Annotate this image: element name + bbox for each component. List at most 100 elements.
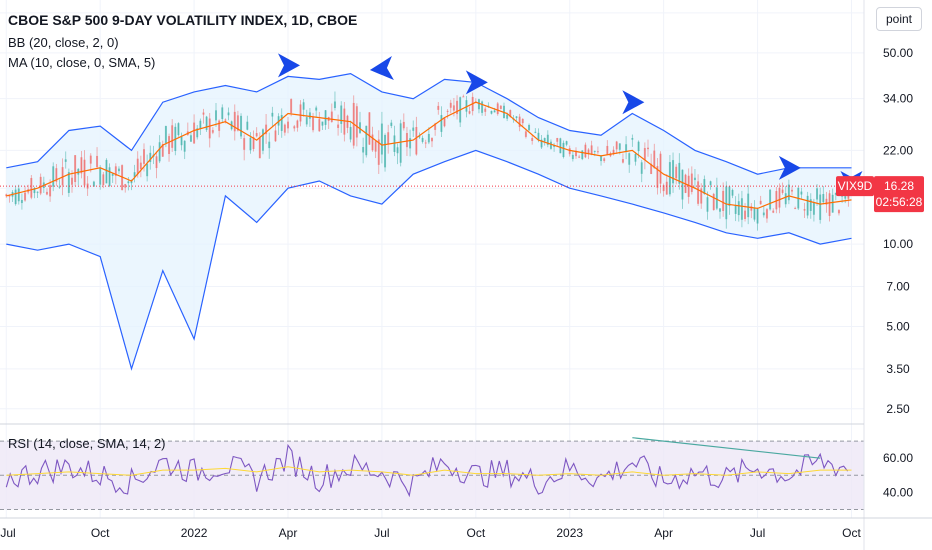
candle-body (668, 162, 671, 195)
candle-body (634, 153, 637, 162)
candle-body (96, 155, 99, 168)
candle-body (593, 150, 596, 152)
candle-body (481, 101, 484, 113)
candle-body (330, 111, 333, 122)
candle-body (302, 102, 305, 110)
candle-body (384, 135, 387, 168)
candle-body (240, 115, 243, 137)
candle-body (456, 100, 459, 115)
candle-body (625, 144, 628, 152)
candle-body (565, 141, 568, 145)
time-tick-label: Jul (0, 526, 15, 540)
candle-body (615, 141, 618, 150)
bb-indicator-label: BB (20, close, 2, 0) (8, 35, 119, 50)
candle-body (740, 198, 743, 220)
candle-body (396, 147, 399, 154)
candle-body (299, 104, 302, 122)
candle-body (36, 191, 39, 193)
candle-body (99, 168, 102, 185)
candle-body (143, 149, 145, 164)
candle-body (340, 105, 343, 124)
candle-body (678, 162, 681, 184)
candle-body (765, 209, 768, 219)
candle-body (399, 123, 402, 163)
candle-body (321, 121, 324, 126)
rsi-axis-ticks: 60.00 40.00 (883, 451, 913, 499)
candle-body (484, 108, 487, 112)
candle-body (452, 105, 455, 111)
candle-body (549, 141, 552, 149)
candle-body (540, 139, 543, 148)
candle-body (343, 108, 346, 135)
candle-body (371, 134, 374, 151)
candle-body (409, 138, 412, 149)
candle-body (124, 184, 127, 188)
candle-body (440, 115, 443, 132)
candle-body (224, 119, 227, 121)
candle-body (621, 159, 624, 163)
time-tick-label: Apr (654, 526, 673, 540)
price-tick-label: 22.00 (883, 143, 913, 157)
candle-body (246, 121, 249, 130)
candle-body (287, 121, 289, 129)
candle-body (759, 200, 762, 205)
candle-body (274, 130, 277, 142)
candle-body (362, 147, 365, 153)
candle-body (424, 142, 427, 144)
candle-body (446, 110, 449, 112)
candle-body (193, 122, 196, 144)
candle-body (71, 177, 73, 185)
time-tick-label: Oct (91, 526, 110, 540)
candle-body (199, 120, 202, 130)
candle-body (33, 187, 36, 194)
price-tick-label: 7.00 (886, 279, 910, 293)
candle-body (672, 160, 675, 184)
rsi-ma-line (6, 466, 852, 476)
candle-body (559, 138, 562, 154)
candle-body (443, 118, 446, 127)
candle-body (127, 181, 130, 184)
candle-body (236, 115, 239, 131)
scale-mode-button[interactable]: point (876, 7, 922, 31)
price-tick-label: 50.00 (883, 46, 913, 60)
candle-body (374, 141, 377, 152)
candle-body (534, 131, 537, 133)
candle-body (590, 145, 593, 155)
candle-body (58, 186, 61, 188)
candle-body (712, 193, 715, 211)
candle-body (387, 132, 390, 144)
bollinger-upper-line (6, 72, 852, 175)
price-tag-box (874, 176, 924, 213)
candle-body (243, 138, 246, 150)
candle-body (690, 173, 693, 192)
candle-body (706, 197, 709, 212)
chart-title: CBOE S&P 500 9-DAY VOLATILITY INDEX, 1D,… (8, 12, 357, 28)
candle-body (171, 125, 174, 148)
candle-body (177, 123, 180, 136)
candle-body (665, 181, 668, 195)
candle-body (775, 191, 778, 210)
candle-body (637, 141, 640, 152)
candle-body (205, 116, 208, 130)
candle-body (762, 212, 765, 216)
candle-body (643, 148, 646, 161)
candle-body (39, 176, 42, 194)
candle-body (800, 191, 803, 195)
candle-body (606, 145, 609, 155)
candle-body (562, 142, 565, 157)
candle-body (653, 150, 656, 169)
candle-body (531, 138, 534, 141)
time-tick-label: Oct (466, 526, 485, 540)
candle-body (305, 117, 308, 125)
candle-body (215, 110, 217, 121)
candle-body (462, 96, 465, 98)
candle-body (728, 186, 731, 206)
candle-body (208, 118, 211, 139)
candle-body (202, 112, 205, 115)
candle-body (55, 168, 58, 182)
candle-body (640, 162, 643, 174)
candle-body (14, 189, 17, 205)
candle-body (756, 208, 759, 224)
candle-body (731, 189, 734, 196)
